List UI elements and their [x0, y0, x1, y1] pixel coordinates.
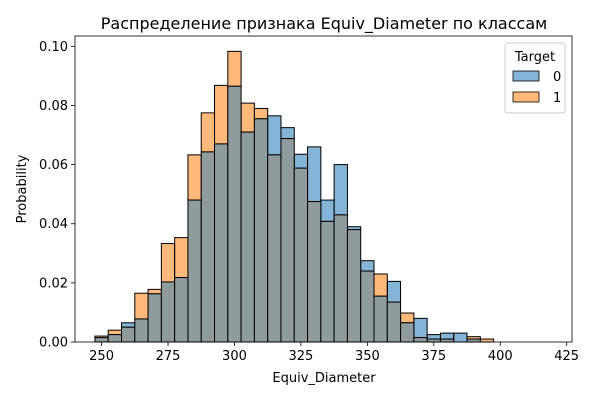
overlap-bar [320, 220, 335, 343]
chart-title: Распределение признака Equiv_Diameter по… [101, 14, 547, 34]
overlap-bar [200, 151, 216, 343]
overlap-bar [373, 295, 388, 343]
overlap-bar [466, 338, 481, 343]
overlap-bars [94, 85, 481, 343]
overlap-bar [174, 277, 189, 343]
x-tick-label: 325 [288, 349, 313, 364]
x-tick-label: 250 [89, 349, 114, 364]
overlap-bar [160, 281, 176, 343]
series-0-bar [413, 317, 428, 339]
legend: Target 0 1 [504, 42, 566, 114]
y-tick-label: 0.08 [39, 99, 68, 114]
overlap-bar [227, 85, 242, 343]
series-1-bar [107, 329, 123, 336]
series-0-bar [267, 115, 282, 156]
x-tick-label: 425 [554, 349, 579, 364]
x-tick-label: 350 [355, 349, 380, 364]
series-0-bar [307, 146, 322, 203]
series-1-bar [227, 50, 242, 87]
overlap-bar [426, 338, 441, 343]
series-0-bar [121, 322, 136, 328]
series-0-bar [426, 334, 441, 340]
series-1-bar [214, 84, 229, 145]
series-1-bar [200, 112, 216, 153]
overlap-bar [187, 199, 202, 343]
legend-label-1: 1 [553, 91, 561, 106]
overlap-bar [147, 293, 162, 343]
series-1-bar [147, 288, 162, 295]
overlap-bar [400, 322, 415, 343]
overlap-bar [253, 118, 269, 343]
series-0-bar [453, 332, 468, 343]
overlap-bar [94, 337, 109, 343]
series-0-bar [386, 280, 402, 303]
y-axis-label: Probability [15, 154, 30, 223]
y-tick-label: 0.06 [39, 158, 68, 173]
legend-swatch-1 [512, 91, 540, 103]
series-1-bar [134, 292, 149, 320]
x-tick-label: 375 [421, 349, 446, 364]
legend-swatch-0 [512, 70, 540, 82]
x-tick-label: 275 [156, 349, 181, 364]
series-0-bar [293, 153, 309, 169]
x-tick-label: 400 [488, 349, 513, 364]
y-axis-ticks: 0.00 0.02 0.04 0.06 0.08 0.10 [39, 40, 75, 351]
plot-frame [74, 35, 573, 343]
overlap-bar [439, 338, 455, 343]
series-1-bar [187, 154, 202, 201]
series-0-bar [280, 127, 295, 140]
overlap-bar [293, 167, 309, 343]
series-1-bar [253, 107, 269, 120]
series-0-bar [360, 260, 375, 272]
overlap-bar [280, 138, 295, 343]
series-1-bar [479, 338, 495, 343]
x-axis-label: Equiv_Diameter [272, 371, 376, 386]
overlap-bar [307, 201, 322, 343]
overlap-bar [413, 337, 428, 343]
series-1-bar [160, 243, 176, 283]
series-1-bar [174, 237, 189, 279]
overlap-bar [121, 326, 136, 343]
y-tick-label: 0.02 [39, 276, 68, 291]
series-1-bar [400, 312, 415, 324]
overlap-bar [333, 214, 348, 343]
series-0-bar [439, 332, 455, 340]
series-0-bar [333, 164, 348, 216]
overlap-bar [386, 301, 402, 343]
y-tick-label: 0.10 [39, 40, 68, 55]
legend-label-0: 0 [553, 70, 561, 85]
overlap-bar [107, 334, 123, 343]
overlap-bar [214, 143, 229, 343]
x-tick-label: 300 [222, 349, 247, 364]
series-1-bar [240, 102, 255, 133]
overlap-bar [360, 270, 375, 343]
series-1-bar [373, 273, 388, 297]
y-tick-label: 0.04 [39, 217, 68, 232]
overlap-bar [240, 131, 255, 343]
series-0-bar [320, 199, 335, 222]
overlap-bar [346, 229, 362, 343]
overlap-bar [134, 318, 149, 343]
overlap-bar [267, 154, 282, 343]
x-axis-ticks: 250 275 300 325 350 375 400 425 [89, 342, 579, 364]
y-tick-label: 0.00 [39, 336, 68, 351]
legend-title: Target [514, 50, 555, 65]
